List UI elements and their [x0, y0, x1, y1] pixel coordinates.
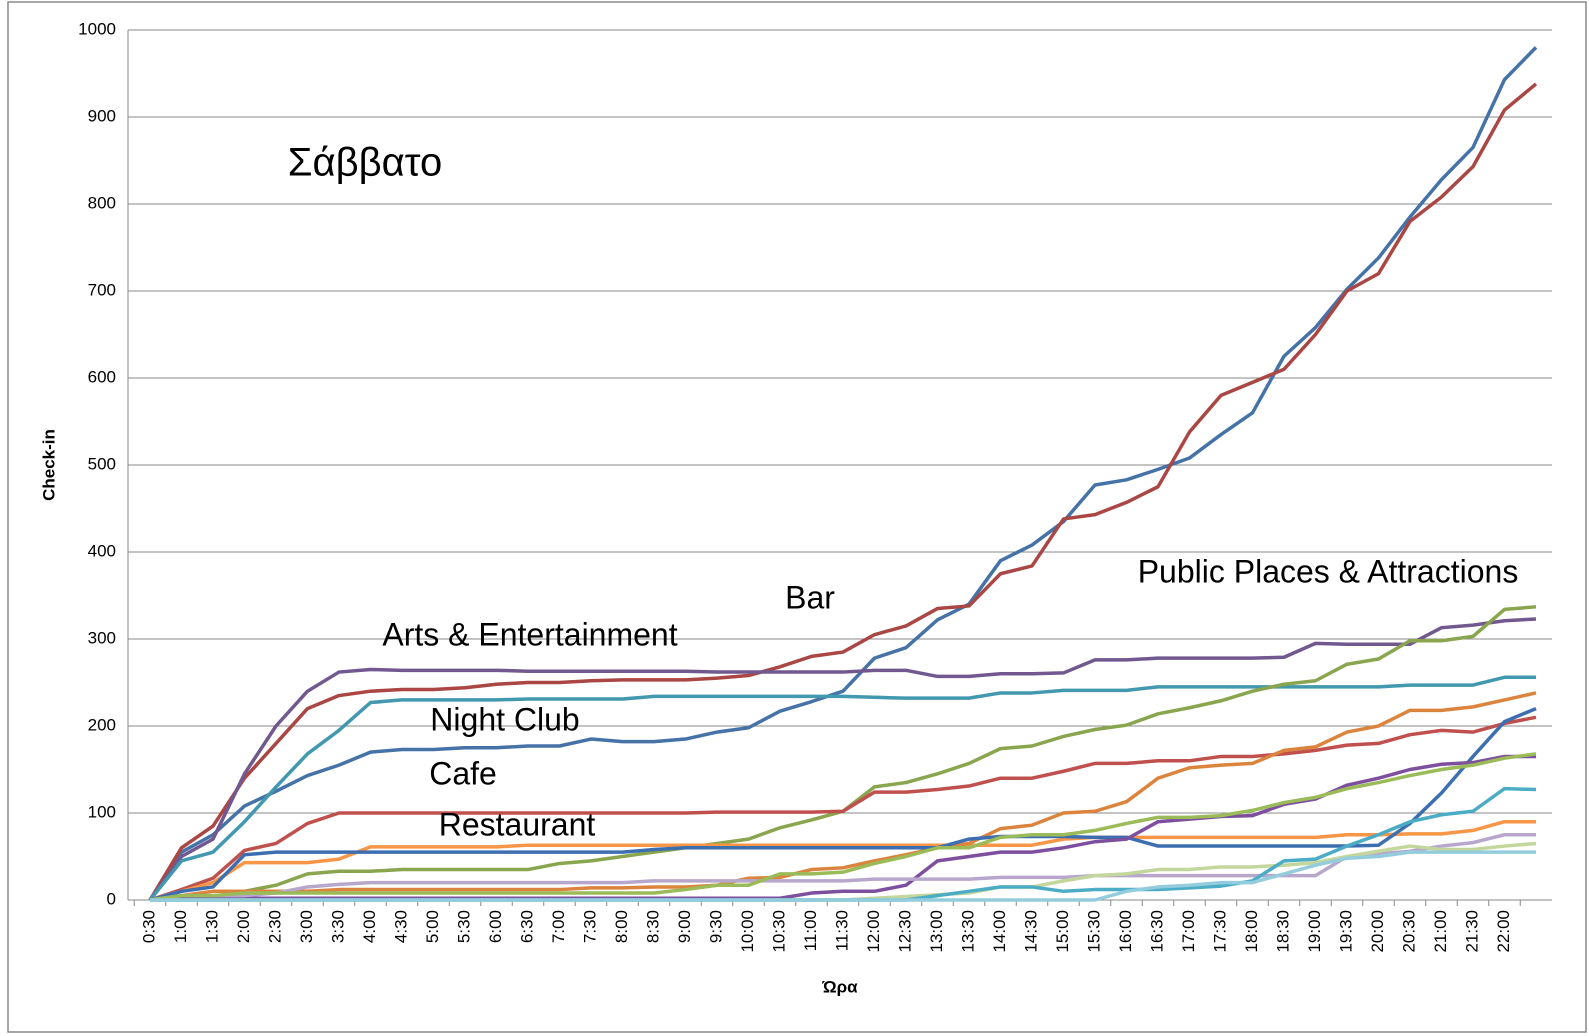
- y-tick-label: 400: [88, 541, 116, 560]
- x-tick-label: 10:30: [769, 910, 788, 953]
- series-line: [149, 819, 1536, 902]
- x-tick-label: 16:30: [1147, 910, 1166, 953]
- series-line: [148, 46, 1538, 901]
- series-line: [149, 752, 1537, 902]
- x-tick-label: 7:30: [580, 910, 599, 943]
- x-tick-label: 4:30: [391, 910, 410, 943]
- y-tick-label: 600: [88, 367, 116, 386]
- x-tick-label: 12:00: [864, 910, 883, 953]
- x-tick-label: 6:00: [486, 910, 505, 943]
- annotation: Arts & Entertainment: [382, 616, 677, 652]
- series-line: [150, 850, 1536, 902]
- x-tick-label: 18:30: [1273, 910, 1292, 953]
- x-tick-label: 7:00: [549, 910, 568, 943]
- y-tick-label: 0: [107, 889, 116, 908]
- x-tick-label: 13:30: [958, 910, 977, 953]
- y-tick-label: 300: [88, 628, 116, 647]
- y-tick-label: 700: [88, 280, 116, 299]
- x-tick-label: 11:30: [832, 910, 851, 951]
- x-tick-label: 5:00: [423, 910, 442, 943]
- x-tick-label: 3:30: [328, 910, 347, 943]
- y-tick-label: 1000: [78, 19, 116, 38]
- series-line: [149, 706, 1537, 902]
- x-axis-label: Ώρα: [821, 977, 858, 996]
- annotation: Cafe: [429, 755, 497, 791]
- annotation: Night Club: [430, 701, 579, 737]
- x-tick-label: 10:00: [738, 910, 757, 953]
- x-tick-label: 5:30: [454, 910, 473, 943]
- series-line: [149, 833, 1536, 902]
- series-line: [148, 617, 1537, 902]
- chart-frame: [7, 1, 1587, 1033]
- x-tick-label: 18:00: [1242, 910, 1261, 953]
- x-tick-label: 15:30: [1084, 910, 1103, 953]
- annotation: Public Places & Attractions: [1138, 553, 1519, 589]
- y-tick-label: 500: [88, 454, 116, 473]
- y-tick-label: 200: [88, 715, 116, 734]
- x-tick-label: 4:00: [360, 910, 379, 943]
- series-line: [149, 691, 1537, 902]
- x-tick-label: 2:00: [234, 910, 253, 943]
- x-tick-label: 12:30: [895, 910, 914, 953]
- series-line: [149, 715, 1537, 902]
- annotation: Restaurant: [439, 806, 596, 842]
- x-tick-label: 1:00: [171, 910, 190, 943]
- x-tick-label: 8:30: [643, 910, 662, 943]
- x-tick-label: 14:30: [1021, 910, 1040, 953]
- x-tick-label: 6:30: [517, 910, 536, 943]
- series-line: [148, 82, 1538, 901]
- x-tick-label: 3:00: [297, 910, 316, 943]
- x-tick-label: 21:00: [1431, 910, 1450, 953]
- x-tick-label: 2:30: [265, 910, 284, 943]
- x-tick-label: 15:00: [1053, 910, 1072, 953]
- y-tick-label: 900: [88, 106, 116, 125]
- x-tick-label: 21:30: [1462, 910, 1481, 953]
- x-tick-label: 0:30: [139, 910, 158, 943]
- x-tick-label: 9:30: [706, 910, 725, 943]
- x-tick-label: 1:30: [202, 910, 221, 943]
- x-tick-label: 17:30: [1210, 910, 1229, 953]
- x-tick-label: 20:30: [1399, 910, 1418, 953]
- series-line: [148, 675, 1536, 902]
- x-tick-label: 16:00: [1116, 910, 1135, 953]
- x-tick-label: 19:30: [1336, 910, 1355, 953]
- x-tick-label: 8:00: [612, 910, 631, 943]
- y-tick-label: 800: [88, 193, 116, 212]
- x-tick-label: 19:00: [1305, 910, 1324, 953]
- x-tick-label: 17:00: [1179, 910, 1198, 953]
- x-tick-label: 13:00: [927, 910, 946, 953]
- y-axis-label: Check-in: [39, 429, 58, 501]
- x-tick-label: 20:00: [1368, 910, 1387, 953]
- annotation: Σάββατο: [288, 141, 442, 185]
- x-tick-label: 22:00: [1494, 910, 1513, 953]
- x-tick-label: 14:00: [990, 910, 1009, 953]
- x-tick-label: 9:00: [675, 910, 694, 943]
- annotation: Bar: [785, 579, 835, 615]
- x-tick-label: 11:00: [801, 910, 820, 951]
- y-tick-label: 100: [88, 802, 116, 821]
